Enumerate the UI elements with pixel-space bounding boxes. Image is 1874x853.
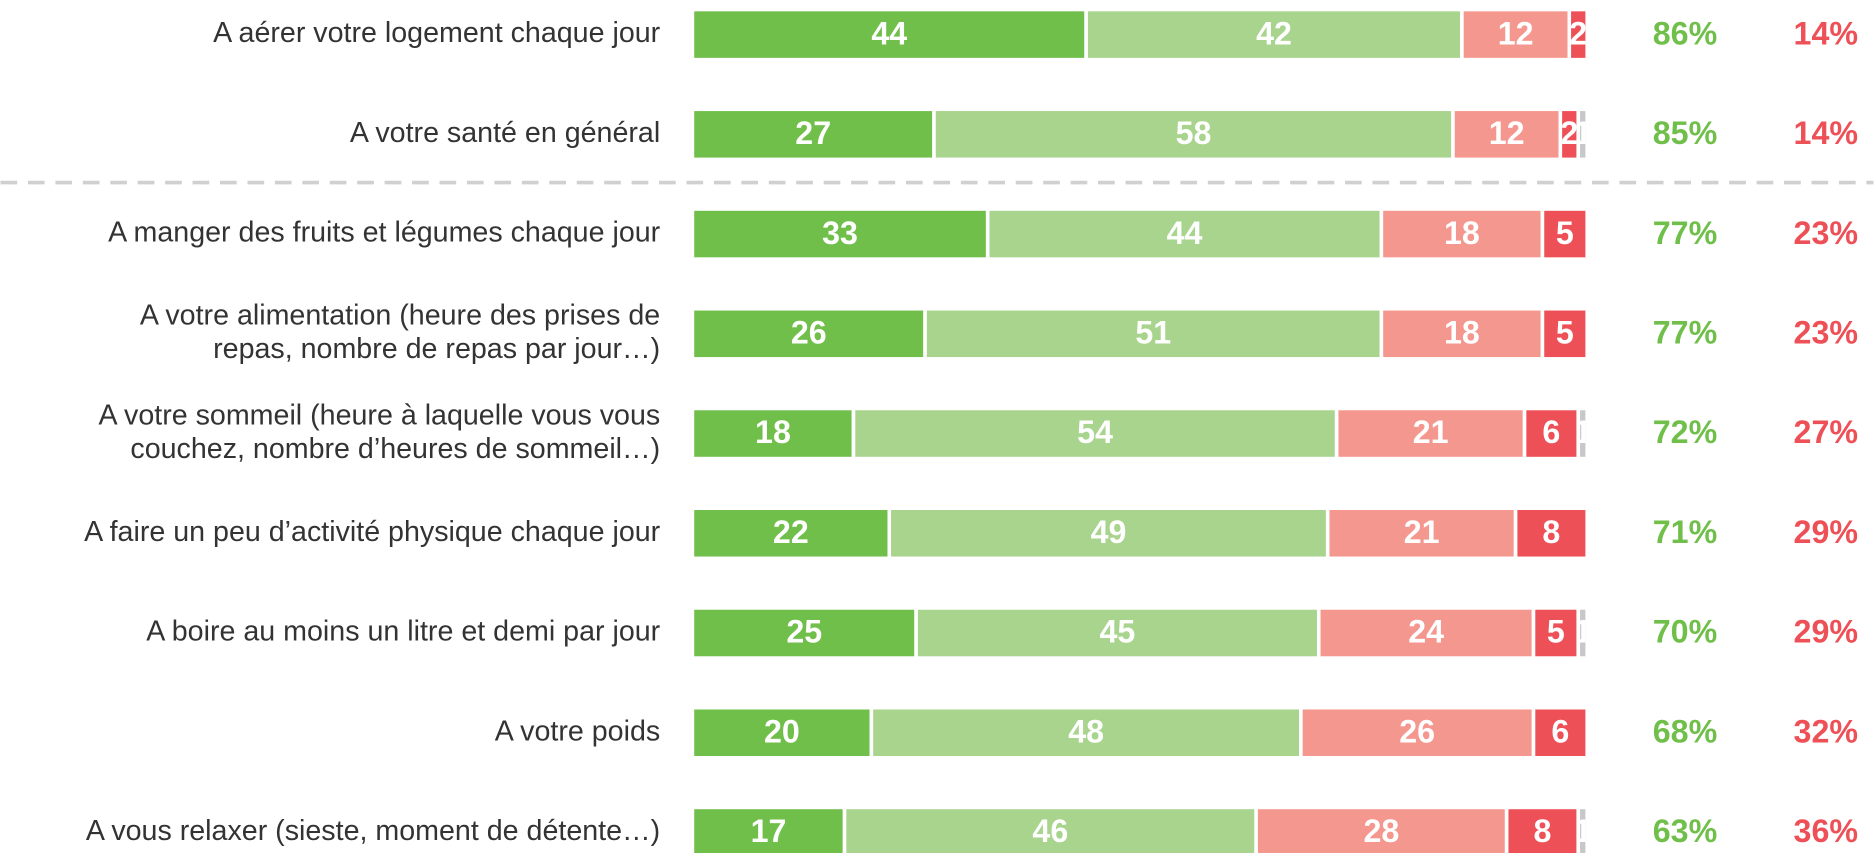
segment-label: 54 [1077,414,1113,450]
segment-label: 1 [1574,115,1592,151]
total-label: 71% [1653,514,1717,550]
bar-segment [1576,406,1589,461]
category-label: A boire au moins un litre et demi par jo… [146,616,660,648]
bar-segment [1576,606,1589,660]
total-label: 77% [1653,215,1717,251]
segment-label: 25 [786,614,822,650]
category-label: A votre alimentation (heure des prises d… [140,300,660,332]
total-label: 29% [1794,514,1858,550]
segment-label: 18 [1444,215,1480,251]
segment-label: 44 [871,15,907,51]
bar-segment [1334,406,1527,461]
bar-segment [1522,406,1581,461]
segment-label: 46 [1032,813,1068,849]
total-label: 77% [1653,315,1717,351]
segment-label: 5 [1547,614,1565,650]
total-label: 14% [1794,115,1858,151]
total-label: 23% [1794,315,1858,351]
total-label: 29% [1794,614,1858,650]
bar-segment [1325,506,1518,561]
total-label: 32% [1794,713,1858,749]
segment-label: 2 [1560,115,1578,151]
bar-segment [690,207,990,261]
segment-label: 42 [1256,15,1292,51]
segment-label: 12 [1489,115,1525,151]
bar-segment [923,306,1384,361]
total-label: 68% [1653,713,1717,749]
category-label: repas, nombre de repas par jour…) [213,333,660,365]
category-label: couchez, nombre d’heures de sommeil…) [130,433,660,465]
segment-label: 49 [1091,514,1127,550]
bar-segment [887,506,1330,561]
segment-label: 21 [1404,514,1440,550]
segment-label: 20 [764,713,800,749]
total-label: 70% [1653,614,1717,650]
bar-segment [690,705,874,760]
segment-label: 17 [751,813,787,849]
category-label: A faire un peu d’activité physique chaqu… [84,516,661,548]
category-label: A votre poids [495,715,660,747]
segment-label: 21 [1413,414,1449,450]
bar-segment [985,207,1384,261]
bar-segment [1576,107,1589,162]
segment-label: 27 [795,115,831,151]
segment-label: 45 [1100,614,1136,650]
bar-segment [1576,805,1589,853]
segment-label: 58 [1176,115,1212,151]
bar-segment [914,606,1321,660]
bar-segment [690,306,927,361]
bar-segment [1567,7,1589,62]
segment-label: 1 [1574,614,1592,650]
segment-label: 8 [1542,514,1560,550]
bar-segment [1540,207,1589,261]
segment-label: 26 [1399,713,1435,749]
segment-label: 8 [1533,813,1551,849]
segment-label: 22 [773,514,809,550]
bar-segment [869,705,1303,760]
segment-label: 6 [1551,713,1569,749]
category-label: A aérer votre logement chaque jour [213,17,661,49]
category-label: A votre santé en général [350,117,660,149]
segment-label: 33 [822,215,858,251]
bar-segment [1540,306,1589,361]
total-label: 23% [1794,215,1858,251]
bar-segment [1513,506,1589,561]
segment-label: 6 [1542,414,1560,450]
category-label: A vous relaxer (sieste, moment de détent… [86,815,660,847]
segment-label: 1 [1574,813,1592,849]
segment-label: 12 [1498,15,1534,51]
total-label: 63% [1653,813,1717,849]
segment-label: 18 [1444,315,1480,351]
total-label: 36% [1794,813,1858,849]
bar-segment [690,406,856,461]
bar-segment [1316,606,1536,660]
total-label: 27% [1794,414,1858,450]
category-label: A votre sommeil (heure à laquelle vous v… [99,399,661,431]
total-label: 72% [1653,414,1717,450]
segment-label: 44 [1167,215,1203,251]
segment-label: 2 [1569,15,1587,51]
total-label: 14% [1794,15,1858,51]
segment-label: 5 [1556,315,1574,351]
segment-label: 28 [1363,813,1399,849]
category-label: A manger des fruits et légumes chaque jo… [108,217,661,249]
bar-segment [842,805,1258,853]
segment-label: 24 [1408,614,1444,650]
bar-segment [1254,805,1509,853]
segment-label: 51 [1135,315,1171,351]
segment-label: 1 [1574,414,1592,450]
segment-label: 26 [791,315,827,351]
segment-label: 18 [755,414,791,450]
segment-label: 48 [1068,713,1104,749]
total-label: 86% [1653,15,1717,51]
total-label: 85% [1653,115,1717,151]
segment-label: 5 [1556,215,1574,251]
bar-segment [1531,705,1589,760]
